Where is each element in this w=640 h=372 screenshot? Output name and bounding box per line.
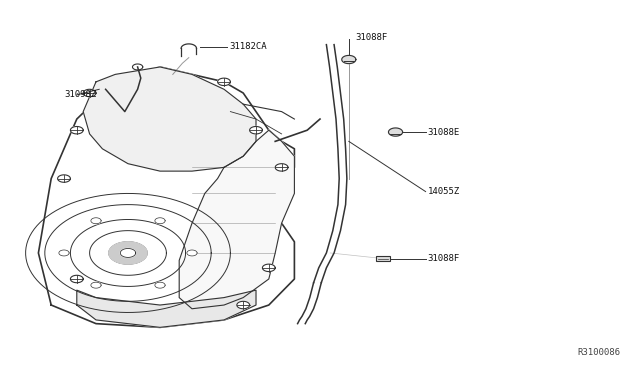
Polygon shape	[58, 175, 70, 182]
Polygon shape	[218, 78, 230, 86]
Polygon shape	[250, 126, 262, 134]
Polygon shape	[187, 250, 197, 256]
Polygon shape	[262, 264, 275, 272]
Text: 31088E: 31088E	[428, 128, 460, 137]
Polygon shape	[275, 164, 288, 171]
Polygon shape	[77, 290, 256, 327]
Text: 31088F: 31088F	[428, 254, 460, 263]
Polygon shape	[388, 128, 403, 136]
Text: 31088F: 31088F	[355, 33, 387, 42]
Polygon shape	[120, 248, 136, 257]
Polygon shape	[83, 89, 96, 97]
Text: 14055Z: 14055Z	[428, 187, 460, 196]
Polygon shape	[109, 242, 147, 264]
Text: R3100086: R3100086	[578, 348, 621, 357]
Polygon shape	[155, 282, 165, 288]
Polygon shape	[70, 275, 83, 283]
Polygon shape	[70, 126, 83, 134]
Polygon shape	[179, 130, 294, 309]
Polygon shape	[91, 218, 101, 224]
Polygon shape	[83, 67, 256, 171]
Bar	[376, 256, 390, 261]
Polygon shape	[342, 55, 356, 64]
Polygon shape	[59, 250, 69, 256]
Text: 31098Z: 31098Z	[64, 90, 96, 99]
Polygon shape	[91, 282, 101, 288]
Polygon shape	[155, 218, 165, 224]
Polygon shape	[38, 67, 294, 327]
Text: 31182CA: 31182CA	[229, 42, 267, 51]
Polygon shape	[237, 301, 250, 309]
